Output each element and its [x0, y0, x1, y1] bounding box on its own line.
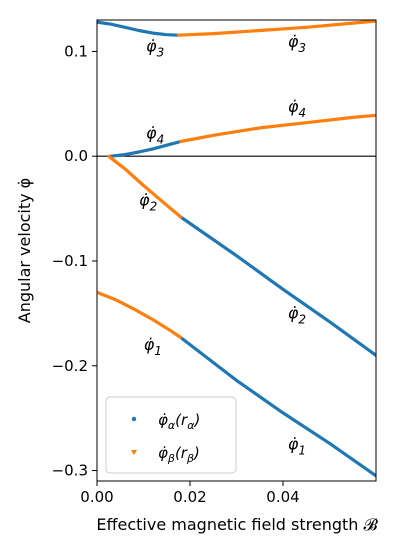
legend-marker-beta: [131, 450, 137, 455]
curve-annotation: φ̇2: [139, 190, 157, 213]
y-tick-label: 0.0: [64, 147, 88, 165]
y-tick-label: −0.3: [52, 462, 88, 480]
legend-box: [105, 396, 237, 474]
axes-frame: [96, 19, 377, 482]
curve-annotation: φ̇4: [288, 97, 306, 120]
curve-annotation: φ̇3: [288, 32, 306, 55]
legend-label: φ̇α(rα): [158, 411, 200, 432]
curve-annotation: φ̇4: [146, 123, 164, 146]
plot-area: φ̇3 φ̇3 φ̇4 φ̇4 φ̇2 φ̇2 φ̇1 φ̇1: [97, 20, 376, 478]
y-tick-label: 0.1: [64, 42, 88, 60]
series-group: [97, 20, 376, 478]
series-0-branch-2: [179, 215, 376, 357]
curve-annotation: φ̇1: [144, 335, 162, 358]
series-1-branch-0: [176, 20, 376, 37]
x-tick-label: 0.04: [266, 488, 299, 506]
legend-marker-alpha: [131, 416, 137, 422]
series-0-branch-3: [179, 335, 376, 478]
legend-label: φ̇β(rβ): [158, 444, 200, 465]
curve-annotation: φ̇2: [288, 304, 306, 327]
y-tick-label: −0.1: [52, 252, 88, 270]
series-1-branch-1: [179, 113, 376, 144]
curve-annotation: φ̇1: [288, 435, 306, 458]
y-tick-label: −0.2: [52, 357, 88, 375]
series-0-branch-0: [97, 20, 180, 37]
x-tick-label: 0.00: [80, 488, 113, 506]
x-axis-title: Effective magnetic field strength 𝓑: [96, 515, 378, 534]
x-tick-label: 0.02: [173, 488, 206, 506]
series-1-branch-2: [107, 154, 183, 219]
series-1-branch-3: [97, 290, 183, 340]
axes: 0.00 0.02 0.04 0.1 0.0 −0.1 −0.2 −0.3 Effective …: [15, 19, 378, 534]
curve-annotation: φ̇3: [146, 36, 164, 59]
series-0-branch-1: [109, 139, 183, 158]
y-axis-title: Angular velocity φ̇: [15, 178, 34, 323]
legend: φ̇α(rα) φ̇β(rβ): [105, 396, 237, 474]
